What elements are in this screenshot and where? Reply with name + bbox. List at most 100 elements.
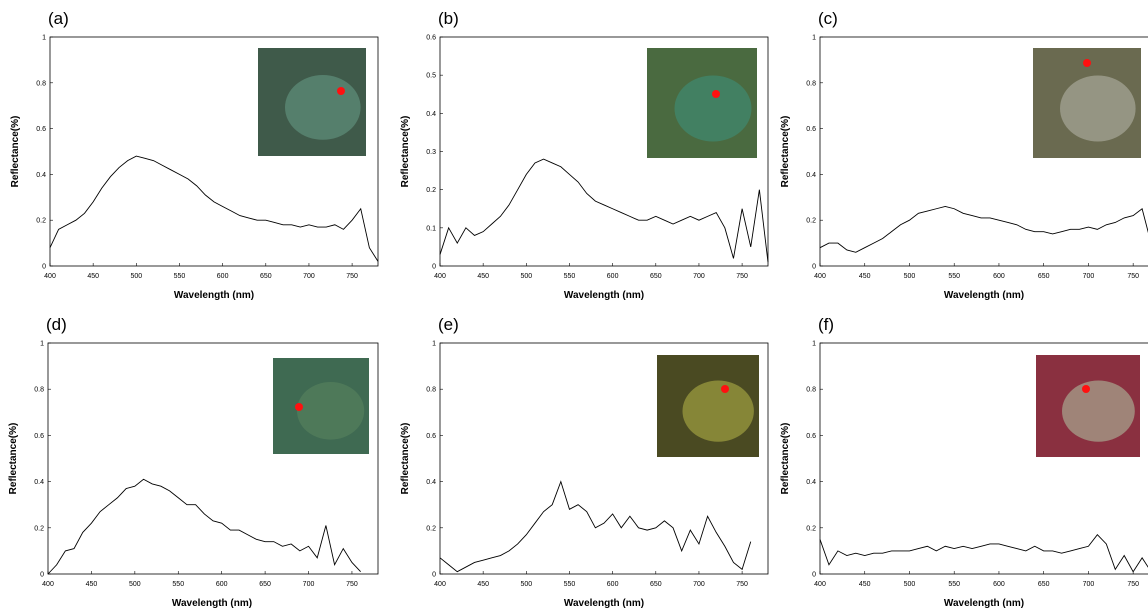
x-tick-label: 750: [346, 273, 358, 280]
y-tick-label: 0.2: [34, 525, 44, 532]
panel: (f) 0 0.2 0.4 0.6 0.8 1 400 450 500 550 600 650 700 75…: [780, 315, 1148, 608]
y-tick-label: 0.4: [426, 479, 436, 486]
inset-detail: [682, 380, 754, 442]
y-tick-label: 0.2: [426, 525, 436, 532]
x-tick-label: 450: [86, 581, 98, 588]
y-tick-label: 0.8: [34, 387, 44, 394]
spectrum-line: [439, 158, 769, 263]
x-axis-label: Wavelength (nm): [944, 598, 1024, 608]
x-tick-label: 450: [477, 273, 489, 280]
x-tick-label: 500: [129, 581, 141, 588]
y-tick-label: 0.4: [806, 172, 816, 179]
x-tick-label: 450: [859, 581, 871, 588]
y-tick-label: 0.2: [426, 187, 436, 194]
x-tick-label: 600: [216, 581, 228, 588]
x-axis-label: Wavelength (nm): [564, 598, 644, 608]
y-tick-label: 0: [432, 264, 436, 271]
x-tick-label: 500: [130, 273, 142, 280]
x-tick-label: 700: [693, 581, 705, 588]
sample-point: [1083, 59, 1091, 67]
x-tick-label: 600: [607, 581, 619, 588]
y-axis-label: Reflectance(%): [780, 116, 791, 188]
spectrum-line: [49, 155, 379, 262]
y-tick-label: 0: [812, 264, 816, 271]
y-axis-label: Reflectance(%): [780, 423, 791, 495]
x-tick-label: 450: [859, 273, 871, 280]
x-tick-label: 750: [1127, 581, 1139, 588]
sample-point: [712, 90, 720, 98]
x-tick-label: 450: [87, 273, 99, 280]
spectrum-line: [819, 534, 1148, 573]
panel-label: (e): [438, 315, 459, 334]
x-tick-label: 550: [564, 581, 576, 588]
x-tick-label: 650: [260, 273, 272, 280]
y-tick-label: 0: [42, 264, 46, 271]
x-tick-label: 500: [520, 273, 532, 280]
x-tick-label: 650: [1038, 273, 1050, 280]
x-tick-label: 400: [44, 273, 56, 280]
y-tick-label: 0.4: [34, 479, 44, 486]
y-tick-label: 0.2: [806, 525, 816, 532]
plot-frame: [439, 342, 769, 575]
y-tick-label: 0.6: [34, 433, 44, 440]
panel-label: (f): [818, 315, 834, 334]
x-tick-label: 750: [1127, 273, 1139, 280]
y-axis-label: Reflectance(%): [10, 116, 21, 188]
x-tick-label: 550: [172, 581, 184, 588]
y-tick-label: 0.6: [426, 433, 436, 440]
x-tick-label: 400: [814, 273, 826, 280]
panel: (b) 0 0.1 0.2 0.3 0.4 0.5 0.6 400 450 500 550 600 650…: [400, 9, 769, 301]
x-tick-label: 400: [814, 581, 826, 588]
y-tick-label: 0.8: [806, 387, 816, 394]
x-tick-label: 600: [993, 581, 1005, 588]
plot-frame: [819, 342, 1148, 575]
spectrum-line: [439, 480, 752, 573]
sample-point: [721, 385, 729, 393]
panel: (c) 0 0.2 0.4 0.6 0.8 1 400 450 500 550 600 650 700 75…: [780, 9, 1148, 301]
x-axis-label: Wavelength (nm): [172, 598, 252, 608]
panel-label: (d): [46, 315, 67, 334]
x-tick-label: 450: [477, 581, 489, 588]
y-tick-label: 0.6: [36, 126, 46, 133]
y-tick-label: 1: [812, 35, 816, 42]
panel-label: (a): [48, 9, 69, 28]
y-tick-label: 1: [812, 341, 816, 348]
y-tick-label: 0.5: [426, 73, 436, 80]
x-axis-label: Wavelength (nm): [944, 290, 1024, 301]
y-tick-label: 0: [40, 572, 44, 579]
x-tick-label: 550: [564, 273, 576, 280]
x-tick-label: 650: [1038, 581, 1050, 588]
panel-label: (c): [818, 9, 838, 28]
y-axis-label: Reflectance(%): [8, 423, 19, 495]
x-tick-label: 750: [346, 581, 358, 588]
y-tick-label: 0.8: [806, 80, 816, 87]
x-tick-label: 700: [303, 273, 315, 280]
x-tick-label: 700: [1083, 273, 1095, 280]
panel: (a) 0 0.2 0.4 0.6 0.8 1 400 450 500 550 600 650 700 75…: [10, 9, 379, 301]
inset-detail: [1062, 380, 1135, 442]
x-tick-label: 600: [993, 273, 1005, 280]
plot-frame: [49, 36, 379, 267]
y-tick-label: 1: [40, 341, 44, 348]
x-tick-label: 400: [434, 273, 446, 280]
x-tick-label: 750: [736, 273, 748, 280]
y-tick-label: 0.6: [806, 433, 816, 440]
x-tick-label: 600: [217, 273, 229, 280]
x-tick-label: 650: [650, 273, 662, 280]
sample-point: [1082, 385, 1090, 393]
x-tick-label: 550: [948, 273, 960, 280]
x-tick-label: 500: [520, 581, 532, 588]
x-tick-label: 400: [434, 581, 446, 588]
plot-frame: [47, 342, 379, 575]
spectrum-line: [47, 478, 361, 575]
x-tick-label: 550: [174, 273, 186, 280]
x-axis-label: Wavelength (nm): [174, 290, 254, 301]
x-tick-label: 700: [1083, 581, 1095, 588]
x-tick-label: 500: [904, 273, 916, 280]
x-tick-label: 550: [948, 581, 960, 588]
sample-point: [295, 403, 303, 411]
y-tick-label: 0.8: [426, 387, 436, 394]
inset-detail: [297, 382, 365, 440]
x-tick-label: 650: [650, 581, 662, 588]
